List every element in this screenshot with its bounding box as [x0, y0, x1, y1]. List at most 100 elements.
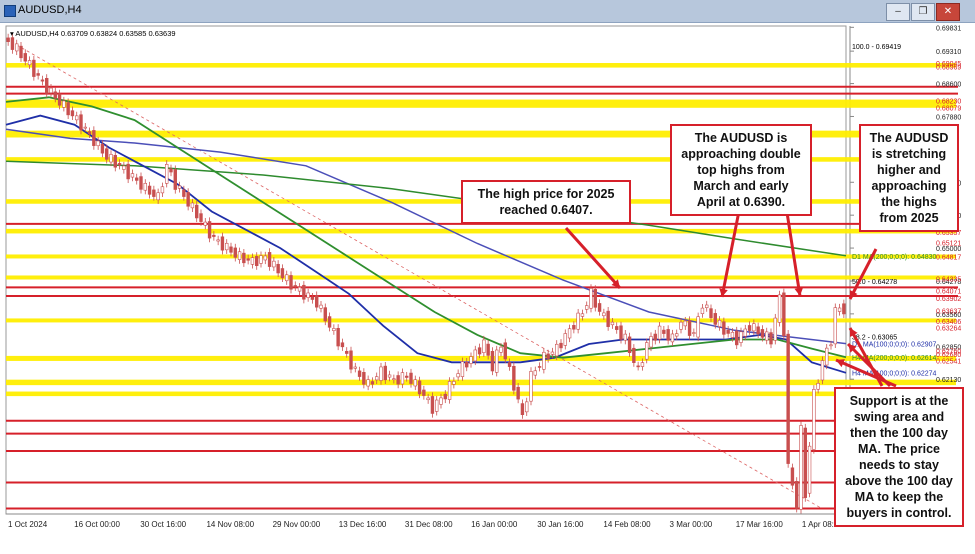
moving-average-line: [5, 160, 847, 257]
level-label: 0.69045: [936, 61, 961, 68]
candle-body: [495, 349, 499, 373]
candle-body: [675, 333, 679, 337]
level-label: 38.2 - 0.63065: [852, 334, 897, 341]
candle-body: [700, 307, 705, 314]
candle-body: [452, 381, 456, 385]
candle-body: [679, 321, 683, 330]
level-label: 0.68079: [936, 105, 961, 112]
candle-body: [525, 401, 529, 413]
candle-body: [182, 189, 186, 197]
annotation-arrowhead: [611, 279, 620, 288]
annotation-arrowhead: [850, 328, 858, 337]
candle-body: [289, 275, 293, 290]
candle-body: [812, 389, 816, 450]
chart-area[interactable]: 0.698310.693100.686000.678800.664400.657…: [0, 22, 975, 549]
candle-body: [490, 351, 495, 372]
level-label: 0.62680: [936, 352, 961, 359]
candle-body: [195, 204, 199, 219]
candle-body: [272, 260, 276, 268]
candle-body: [285, 274, 289, 282]
support-resistance-zone: [6, 228, 956, 234]
candle-body: [807, 445, 812, 494]
candle-body: [36, 73, 40, 76]
support-resistance-zone: [6, 355, 956, 361]
candle-body: [769, 332, 773, 345]
candle-body: [15, 43, 19, 52]
candle-body: [507, 362, 512, 367]
candle-body: [233, 247, 237, 258]
candle-body: [816, 383, 820, 390]
level-label: D1 MA(100;0;0;0): 0.62907: [852, 342, 937, 349]
candle-body: [589, 288, 593, 309]
candle-body: [417, 380, 422, 395]
candle-body: [353, 366, 357, 369]
candle-body: [203, 221, 207, 226]
candle-body: [520, 403, 525, 415]
candle-body: [722, 321, 726, 335]
candle-body: [362, 372, 366, 385]
candle-body: [186, 192, 190, 207]
candle-body: [597, 303, 602, 312]
candle-body: [400, 372, 405, 385]
candle-body: [315, 295, 319, 308]
candle-body: [739, 331, 743, 343]
symbol-header: ▾ AUDUSD,H4 0.63709 0.63824 0.63585 0.63…: [10, 29, 176, 38]
candle-body: [473, 349, 477, 362]
candle-body: [83, 126, 87, 129]
candle-body: [405, 375, 409, 378]
candle-body: [439, 397, 443, 405]
x-tick-label: 14 Nov 08:00: [206, 520, 254, 529]
y-tick-label: 0.62130: [936, 377, 961, 384]
candle-body: [255, 256, 259, 266]
candle-body: [332, 328, 336, 332]
candle-body: [147, 185, 152, 195]
price-chart[interactable]: 0.698310.693100.686000.678800.664400.657…: [0, 22, 975, 549]
candle-body: [156, 192, 160, 201]
candle-body: [173, 169, 177, 190]
x-tick-label: 30 Jan 16:00: [537, 520, 584, 529]
candle-body: [310, 296, 315, 300]
level-label: 0.63406: [936, 319, 961, 326]
candle-body: [10, 37, 15, 50]
support-resistance-zone: [6, 318, 956, 323]
candle-body: [833, 307, 837, 345]
candle-body: [730, 331, 735, 338]
level-label: D1 MA(200;0;0;0): 0.64830: [852, 254, 937, 261]
close-button[interactable]: ✕: [936, 3, 960, 21]
y-tick-label: 0.63560: [936, 312, 961, 319]
candle-body: [619, 325, 623, 340]
chart-app-icon: [4, 5, 16, 17]
candle-body: [32, 59, 36, 77]
candle-body: [657, 325, 662, 340]
candle-body: [756, 326, 760, 335]
candle-body: [585, 305, 589, 310]
annotation-arrow: [564, 226, 622, 290]
level-label: H4 MA(200;0;0;0): 0.62614: [852, 355, 937, 362]
y-tick-label: 0.62850: [936, 344, 961, 351]
level-label: 0.63637: [936, 308, 961, 315]
candle-body: [696, 316, 700, 338]
candle-body: [19, 45, 23, 59]
level-label: 0.65121: [936, 241, 961, 248]
x-axis-band: [6, 514, 958, 540]
level-label: 50.0 - 0.64278: [852, 279, 897, 286]
candle-body: [687, 320, 692, 336]
fibonacci-trendline: [5, 38, 821, 508]
candle-body: [820, 360, 825, 381]
minimize-button[interactable]: –: [886, 3, 910, 21]
candle-body: [396, 375, 400, 385]
candle-body: [559, 342, 563, 349]
candle-body: [53, 91, 57, 99]
candle-body: [49, 87, 53, 94]
candle-body: [237, 251, 242, 260]
candle-body: [782, 292, 786, 337]
candle-body: [177, 185, 182, 189]
candle-body: [62, 100, 66, 108]
candle-body: [460, 361, 465, 377]
candle-body: [692, 332, 696, 334]
candle-body: [666, 329, 670, 341]
restore-button[interactable]: ❐: [911, 3, 935, 21]
candle-body: [567, 328, 572, 339]
candle-body: [640, 362, 645, 367]
annotation-arrowhead: [849, 290, 858, 299]
